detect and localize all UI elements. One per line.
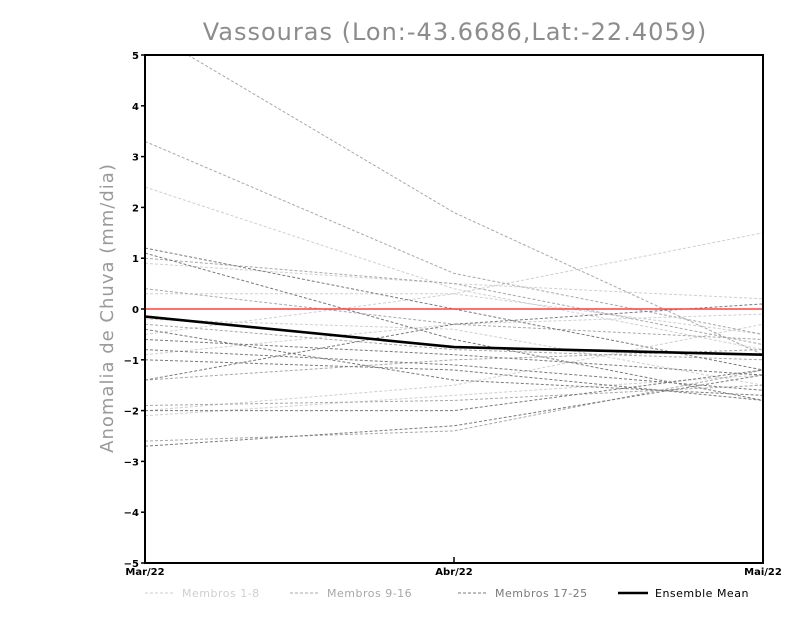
legend-label-g1: Membros 1-8: [182, 587, 260, 600]
member-line-6: [145, 313, 763, 356]
member-line-23: [145, 339, 763, 376]
x-tick-label: Mai/22: [744, 567, 782, 578]
y-axis-label: Anomalia de Chuva (mm/dia): [97, 163, 118, 453]
ensemble-mean-line: [145, 315, 763, 356]
series-layer: [145, 55, 763, 447]
x-tick-label: Abr/22: [435, 567, 472, 578]
y-tick-label: 1: [132, 254, 139, 265]
legend-label-g3: Membros 17-25: [495, 587, 588, 600]
member-line-3: [145, 323, 763, 412]
y-tick-label: −5: [124, 559, 139, 570]
chart-title: Vassouras (Lon:-43.6686,Lat:-22.4059): [203, 18, 708, 46]
y-tick-label: 4: [132, 102, 139, 113]
member-line-12: [145, 384, 763, 406]
member-line-1: [145, 186, 763, 351]
member-line-4: [145, 374, 763, 417]
member-line-16: [145, 323, 763, 361]
y-tick-label: 0: [132, 305, 139, 316]
member-line-25: [145, 359, 763, 401]
member-line-24: [145, 349, 763, 391]
member-line-2: [145, 232, 763, 335]
member-line-9: [186, 55, 763, 356]
member-line-5: [145, 262, 763, 300]
member-line-22: [145, 369, 763, 412]
member-line-18: [145, 252, 763, 401]
y-tick-label: 3: [132, 153, 139, 164]
legend: Membros 1-8 Membros 9-16 Membros 17-25 Ense…: [145, 587, 749, 600]
y-tick-label: 2: [132, 203, 139, 214]
y-tick-label: −2: [124, 407, 139, 418]
member-line-19: [145, 303, 763, 381]
y-tick-label: −4: [124, 508, 139, 519]
y-tick-label: −1: [124, 356, 139, 367]
member-line-7: [145, 293, 763, 335]
y-tick-label: 5: [132, 51, 139, 62]
member-line-15: [145, 288, 763, 340]
legend-label-g2: Membros 9-16: [327, 587, 412, 600]
member-line-10: [145, 140, 763, 335]
member-line-11: [145, 257, 763, 346]
legend-label-mean: Ensemble Mean: [655, 587, 749, 600]
y-tick-label: −3: [124, 457, 139, 468]
x-tick-label: Mar/22: [125, 567, 164, 578]
